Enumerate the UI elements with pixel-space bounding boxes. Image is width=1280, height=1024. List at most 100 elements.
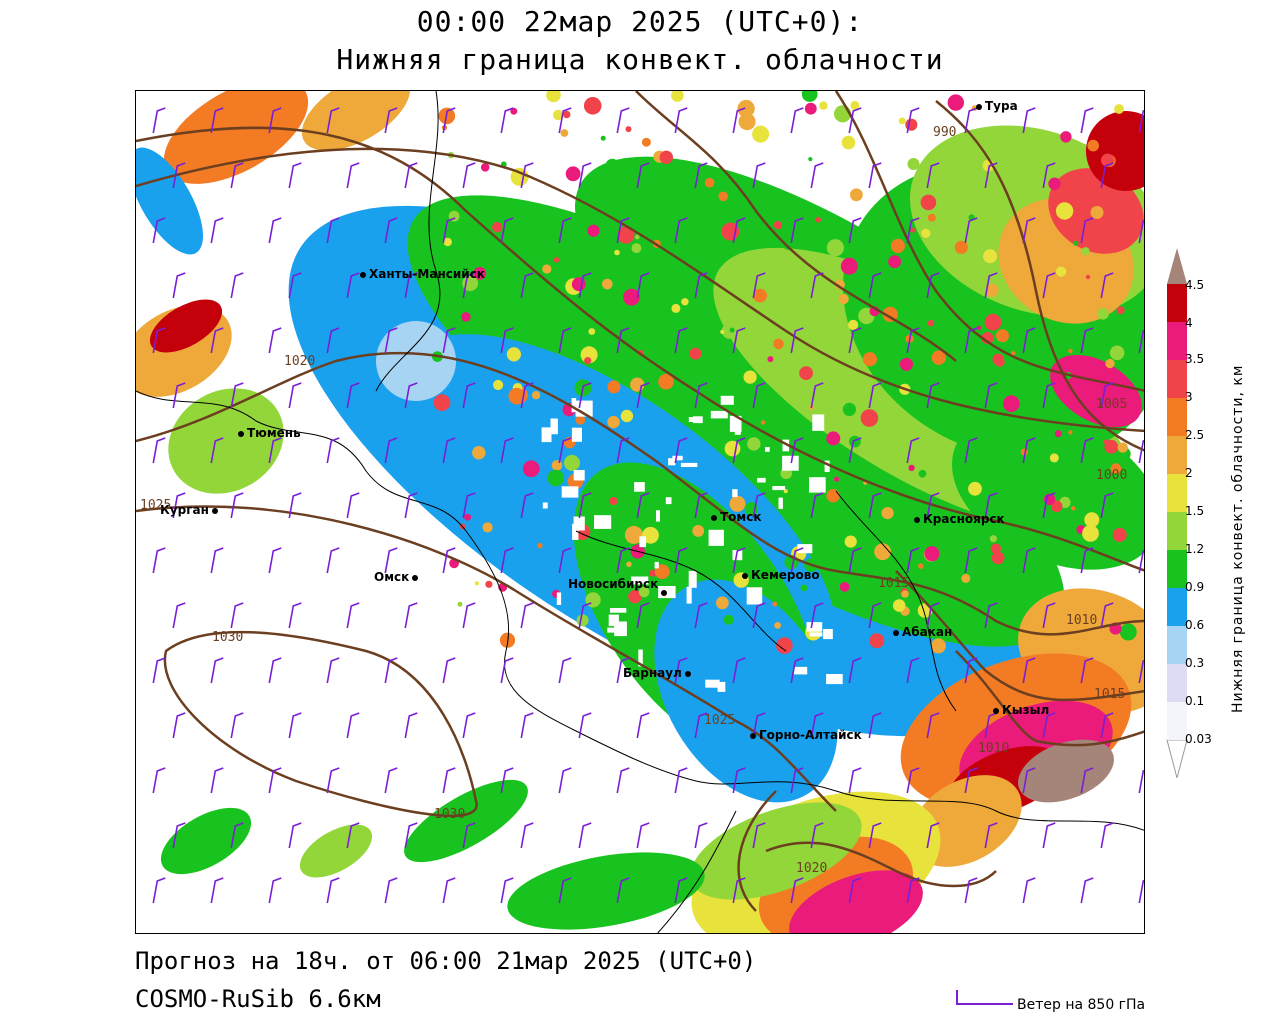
wind-barb [442, 547, 456, 574]
wind-barb [636, 822, 650, 849]
wind-barb [210, 657, 224, 684]
wind-barb [636, 602, 650, 629]
cloud-area [507, 852, 705, 930]
cloud-speck [773, 220, 783, 230]
cloud-speck [776, 637, 793, 654]
wind-barb [172, 822, 186, 849]
wind-barb [732, 657, 746, 684]
city-omsk: Омск [374, 570, 421, 584]
isobar-line [136, 351, 1144, 636]
isobar-line [635, 91, 957, 362]
clear-area [665, 497, 672, 505]
cloud-speck [638, 586, 650, 598]
isobar-label: 1005 [1096, 397, 1128, 412]
cloud-speck [1105, 358, 1115, 369]
cloud-speck [918, 563, 924, 569]
cloud-speck [493, 379, 504, 391]
cloud-speck [474, 581, 479, 586]
wind-barb [172, 162, 186, 189]
clear-area [732, 550, 743, 561]
cloud-speck [899, 357, 914, 371]
cloud-speck [1114, 104, 1124, 114]
cloud-speck [1048, 177, 1061, 190]
cloud-speck [804, 102, 817, 115]
wind-barb [810, 492, 824, 519]
wind-barb [500, 437, 514, 464]
cloud-speck [575, 415, 586, 425]
wind-barb [558, 327, 572, 354]
clear-area [631, 576, 649, 585]
wind-barb [868, 602, 882, 629]
wind-barb [674, 547, 688, 574]
wind-barb [346, 272, 360, 299]
wind-barb [326, 657, 340, 684]
forecast-map[interactable]: Тура Ханты-Мансийск Тюмень Курган Омск Т… [135, 90, 1145, 934]
legend-label: 0.03 [1185, 732, 1212, 746]
wind-barb [674, 107, 688, 134]
wind-barb [1042, 822, 1056, 849]
cloud-speck [1010, 351, 1016, 356]
clear-area [534, 674, 539, 686]
cloud-speck [908, 464, 915, 472]
wind-barb [694, 162, 708, 189]
wind-barb [404, 272, 418, 299]
isobar-label: 1010 [978, 741, 1010, 756]
wind-barb [578, 492, 592, 519]
cloud-speck [1090, 206, 1104, 219]
cloud-speck [623, 288, 640, 306]
legend-swatch [1167, 322, 1187, 360]
cloud-speck [834, 279, 845, 290]
wind-barb [752, 272, 766, 299]
wind-barb [404, 602, 418, 629]
wind-barb [172, 382, 186, 409]
isobar-label: 1025 [140, 498, 172, 513]
cloud-speck [826, 431, 841, 446]
cloud-speck [659, 150, 673, 164]
wind-barb [732, 217, 746, 244]
city-novosibirsk: Новосибирск [568, 577, 670, 596]
city-barnaul: Барнаул [623, 666, 694, 680]
cloud-speck [1081, 247, 1090, 256]
wind-barb [442, 327, 456, 354]
cloud-speck [720, 329, 725, 334]
cloud-speck [658, 373, 674, 390]
cloud-speck [967, 253, 974, 260]
legend-label: 0.1 [1185, 694, 1205, 708]
cloud-speck [620, 409, 634, 423]
wind-barb [1042, 382, 1056, 409]
wind-barb [326, 877, 340, 904]
cloud-speck [671, 91, 684, 102]
cloud-speck [772, 601, 778, 607]
wind-barb [848, 657, 862, 684]
border-line [575, 530, 787, 652]
wind-barb [984, 272, 998, 299]
cloud-speck [464, 513, 472, 521]
wind-barb [1100, 602, 1114, 629]
cloud-speck [990, 543, 1001, 554]
legend-swatch [1167, 550, 1187, 588]
cloud-speck [995, 357, 1005, 367]
cloud-speck [537, 542, 543, 549]
clear-area [782, 439, 790, 452]
cloud-speck [834, 476, 840, 482]
cloud-speck [1103, 439, 1109, 445]
wind-barb [848, 767, 862, 794]
cloud-area [1086, 111, 1144, 192]
wind-barb [868, 822, 882, 849]
wind-barb [384, 657, 398, 684]
wind-barb [964, 547, 978, 574]
wind-barb [462, 162, 476, 189]
cloud-speck [671, 303, 681, 313]
wind-barb [636, 162, 650, 189]
cloud-speck [681, 298, 689, 306]
wind-barb [906, 437, 920, 464]
wind-barb [848, 437, 862, 464]
legend-title: Нижняя граница конвект. облачности, км [1230, 364, 1246, 713]
cloud-speck [605, 158, 619, 173]
wind-barb [732, 547, 746, 574]
wind-barb [906, 107, 920, 134]
wind-barb [984, 822, 998, 849]
cloud-speck [1097, 308, 1109, 320]
cloud-speck [482, 522, 493, 533]
wind-barb [906, 767, 920, 794]
